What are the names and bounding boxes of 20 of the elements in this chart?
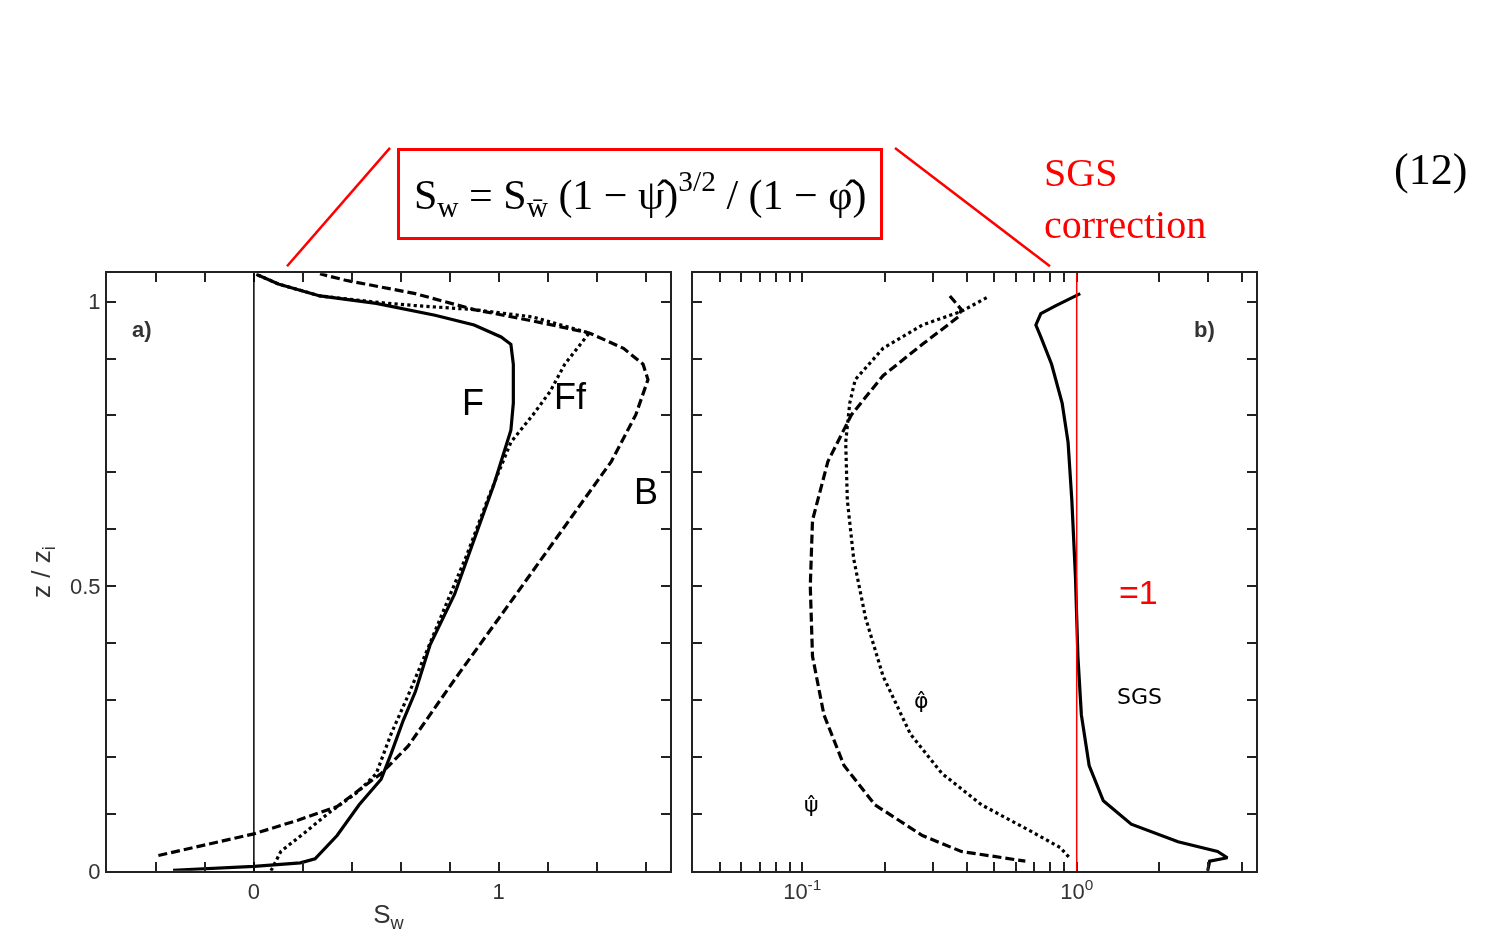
y-tick-label: 1 [88,289,101,315]
text: (12) [1394,145,1468,194]
annotation: a) [132,317,152,342]
series-label: SGS [1117,684,1162,709]
series-label: ψ̂ [804,792,819,817]
y-tick-label: 0.5 [70,573,101,599]
chart-title: S$_{w}$ = S$_{w̄}$ (1 − ψ̂)$^{3/2}$ / (1 − φ̂) [414,165,867,224]
y-tick-label: 0 [88,858,101,884]
series-label: φ̂ [914,688,929,713]
x-tick-label: 1 [492,879,505,905]
series-label: Ff [554,376,587,417]
x-tick-label: 10$^{-1}$ [783,876,822,905]
series-label: F [462,382,484,423]
x-axis-title: S$_{w}$ [373,899,405,933]
series-label: B [634,471,659,512]
annotation: b) [1194,317,1215,342]
x-tick-label: 10$^{0}$ [1060,876,1094,905]
x-tick-label: 0 [247,879,260,905]
text: SGS correction [1044,150,1207,247]
ref-line-label: =1 [1119,573,1158,611]
